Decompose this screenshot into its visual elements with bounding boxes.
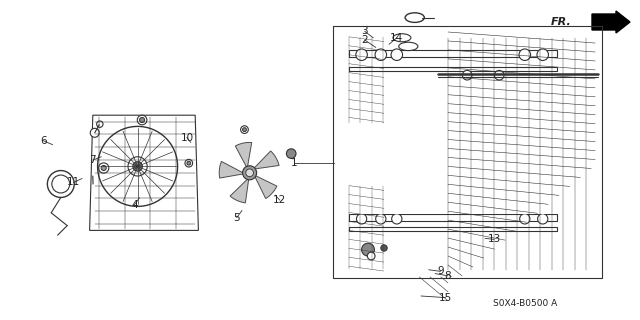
Text: 10: 10: [180, 132, 193, 143]
Polygon shape: [90, 115, 198, 230]
Text: 5: 5: [234, 212, 240, 223]
Circle shape: [243, 166, 257, 180]
Bar: [350, 75, 556, 214]
Circle shape: [519, 49, 531, 60]
Text: 2: 2: [362, 35, 368, 45]
Circle shape: [538, 214, 548, 224]
Text: 6: 6: [40, 136, 47, 146]
Text: 4: 4: [131, 200, 138, 210]
Circle shape: [99, 163, 109, 173]
Text: 12: 12: [273, 195, 286, 205]
Circle shape: [241, 126, 248, 133]
Circle shape: [463, 70, 472, 80]
Text: 15: 15: [439, 292, 452, 303]
Text: 3: 3: [362, 26, 368, 36]
Text: 1: 1: [291, 158, 298, 168]
Circle shape: [52, 175, 70, 193]
Polygon shape: [255, 176, 277, 199]
Circle shape: [47, 171, 74, 197]
Circle shape: [90, 128, 99, 137]
Circle shape: [133, 162, 143, 171]
Circle shape: [187, 161, 191, 165]
Text: S0X4-B0500 A: S0X4-B0500 A: [493, 300, 557, 308]
Text: 8: 8: [445, 271, 451, 281]
Circle shape: [246, 169, 253, 177]
Circle shape: [537, 49, 548, 60]
Polygon shape: [236, 142, 252, 167]
Polygon shape: [230, 179, 249, 203]
Circle shape: [495, 70, 504, 80]
Polygon shape: [220, 161, 243, 178]
Bar: [349, 227, 557, 231]
Circle shape: [140, 117, 145, 123]
Circle shape: [101, 165, 106, 171]
Circle shape: [138, 115, 147, 125]
Circle shape: [185, 159, 193, 167]
Circle shape: [98, 126, 178, 206]
Circle shape: [362, 243, 374, 256]
Polygon shape: [254, 151, 279, 169]
Text: FR.: FR.: [551, 17, 572, 27]
Text: 13: 13: [488, 234, 500, 244]
Ellipse shape: [405, 13, 424, 22]
Text: 14: 14: [390, 33, 403, 43]
Circle shape: [367, 252, 375, 260]
Text: 11: 11: [67, 177, 80, 188]
Circle shape: [356, 49, 367, 60]
Bar: [349, 50, 557, 57]
Text: 7: 7: [90, 155, 96, 165]
Circle shape: [391, 49, 403, 60]
Circle shape: [243, 128, 246, 132]
Circle shape: [520, 214, 530, 224]
Circle shape: [375, 49, 387, 60]
Circle shape: [381, 245, 387, 251]
Bar: [349, 67, 557, 71]
Ellipse shape: [399, 42, 418, 51]
Circle shape: [392, 214, 402, 224]
Circle shape: [356, 214, 367, 224]
FancyArrow shape: [592, 11, 630, 33]
Circle shape: [97, 121, 103, 127]
Circle shape: [376, 214, 386, 224]
Bar: [349, 214, 557, 221]
Circle shape: [287, 149, 296, 158]
Text: 9: 9: [437, 266, 444, 276]
Circle shape: [128, 157, 147, 176]
Ellipse shape: [393, 34, 411, 42]
